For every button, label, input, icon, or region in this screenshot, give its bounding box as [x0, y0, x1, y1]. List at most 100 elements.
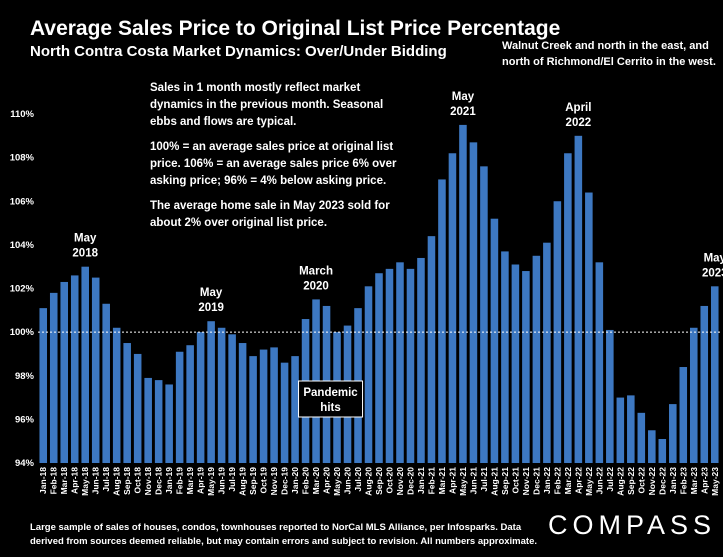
x-tick-label: Feb-23 [678, 467, 688, 495]
x-tick-label: Jul-18 [101, 467, 111, 492]
x-tick-label: Oct-22 [636, 467, 646, 494]
bar [627, 395, 635, 463]
y-tick-label: 106% [10, 196, 35, 207]
x-tick-label: Jul-21 [479, 467, 489, 492]
bar [60, 281, 69, 463]
bar [270, 347, 278, 463]
x-tick-label: Sep-18 [122, 467, 132, 495]
bar [280, 362, 289, 463]
x-tick-label: Feb-20 [301, 467, 311, 495]
x-tick-label: Aug-22 [615, 467, 625, 496]
x-tick-label: Jan-18 [38, 467, 48, 494]
x-tick-label: May-18 [80, 467, 90, 496]
bar [112, 327, 121, 463]
pandemic-callout-label: Pandemic [303, 387, 358, 399]
x-tick-label: Jun-18 [91, 467, 101, 495]
chart-subtitle: North Contra Costa Market Dynamics: Over… [30, 43, 447, 60]
chart-title: Average Sales Price to Original List Pri… [30, 17, 561, 40]
y-tick-label: 110% [10, 109, 34, 120]
x-tick-label: Oct-18 [133, 467, 143, 494]
x-tick-label: Nov-20 [395, 467, 405, 496]
bar [679, 367, 688, 463]
x-tick-label: Apr-20 [322, 467, 332, 494]
x-tick-label: Mar-20 [311, 467, 321, 495]
x-tick-label: Aug-19 [238, 467, 248, 496]
bar [689, 327, 698, 463]
y-tick-label: 94% [15, 458, 35, 469]
bar [102, 303, 110, 463]
x-tick-label: Apr-22 [573, 467, 583, 494]
bar [91, 277, 100, 463]
bar [249, 356, 257, 463]
x-tick-label: Jan-23 [668, 467, 678, 494]
bar [469, 142, 478, 463]
note-percentage-explanation: 100% = an average sales price at origina… [150, 141, 397, 187]
bar [459, 124, 467, 463]
x-tick-label: Jun-19 [217, 467, 227, 495]
x-tick-label: Apr-18 [70, 467, 80, 494]
x-tick-label: Dec-19 [280, 467, 290, 495]
x-tick-label: Oct-20 [384, 467, 394, 494]
x-tick-label: Dec-18 [154, 467, 164, 495]
bar [196, 332, 205, 463]
x-tick-label: Dec-20 [405, 467, 415, 495]
bar [207, 321, 215, 463]
x-tick-label: Aug-21 [489, 467, 499, 496]
bar [154, 380, 163, 463]
x-tick-label: Feb-18 [49, 467, 59, 495]
x-tick-label: May-22 [584, 467, 594, 496]
bar [364, 286, 373, 463]
x-tick-label: Sep-22 [626, 467, 636, 495]
x-tick-label: Jun-20 [343, 467, 353, 495]
bar [574, 135, 583, 463]
note-seasonal: Sales in 1 month mostly reflect market d… [150, 82, 384, 128]
x-tick-label: Apr-21 [447, 467, 457, 494]
bar [553, 201, 562, 463]
bar [606, 329, 614, 463]
x-tick-label: Jan-21 [416, 467, 426, 494]
annotation-label: 2019 [198, 302, 224, 314]
bar [385, 268, 394, 463]
x-tick-label: Nov-21 [521, 467, 531, 496]
x-tick-label: Feb-22 [552, 467, 562, 495]
bar [648, 430, 656, 463]
x-tick-label: Apr-23 [699, 467, 709, 494]
bar [39, 308, 48, 463]
y-tick-label: 100% [10, 327, 35, 338]
x-tick-label: Mar-19 [185, 467, 195, 495]
x-tick-label: Mar-22 [563, 467, 573, 495]
x-tick-label: Jan-22 [542, 467, 552, 494]
x-tick-label: Jul-22 [605, 467, 615, 492]
bar [259, 349, 268, 463]
bar [532, 255, 541, 463]
x-tick-label: Oct-19 [259, 467, 269, 494]
pandemic-callout-box [298, 380, 364, 418]
bar [480, 166, 488, 463]
x-tick-label: Dec-22 [657, 467, 667, 495]
compass-logo: COMPASS [548, 510, 717, 540]
annotation-label: April [565, 102, 591, 114]
annotation-label: May [74, 233, 97, 245]
x-tick-label: Feb-19 [175, 467, 185, 495]
bar [522, 271, 530, 463]
bar [217, 327, 226, 463]
bar [501, 251, 509, 463]
bar [427, 236, 436, 463]
y-tick-label: 96% [15, 414, 35, 425]
x-tick-label: Mar-18 [59, 467, 69, 495]
bar [123, 343, 131, 463]
x-tick-label: Jan-20 [290, 467, 300, 494]
bar [144, 377, 152, 463]
annotation-label: 2023 [702, 267, 723, 279]
bar [585, 192, 593, 463]
annotation-label: May [200, 287, 223, 299]
bar [186, 345, 194, 463]
pandemic-callout-label: hits [320, 402, 340, 414]
bar [595, 262, 604, 463]
x-tick-label: May-21 [458, 467, 468, 496]
y-tick-label: 102% [10, 284, 35, 295]
bar [70, 275, 79, 463]
annotation-label: 2022 [566, 117, 592, 129]
bar [238, 343, 247, 463]
x-tick-label: Jun-22 [594, 467, 604, 495]
